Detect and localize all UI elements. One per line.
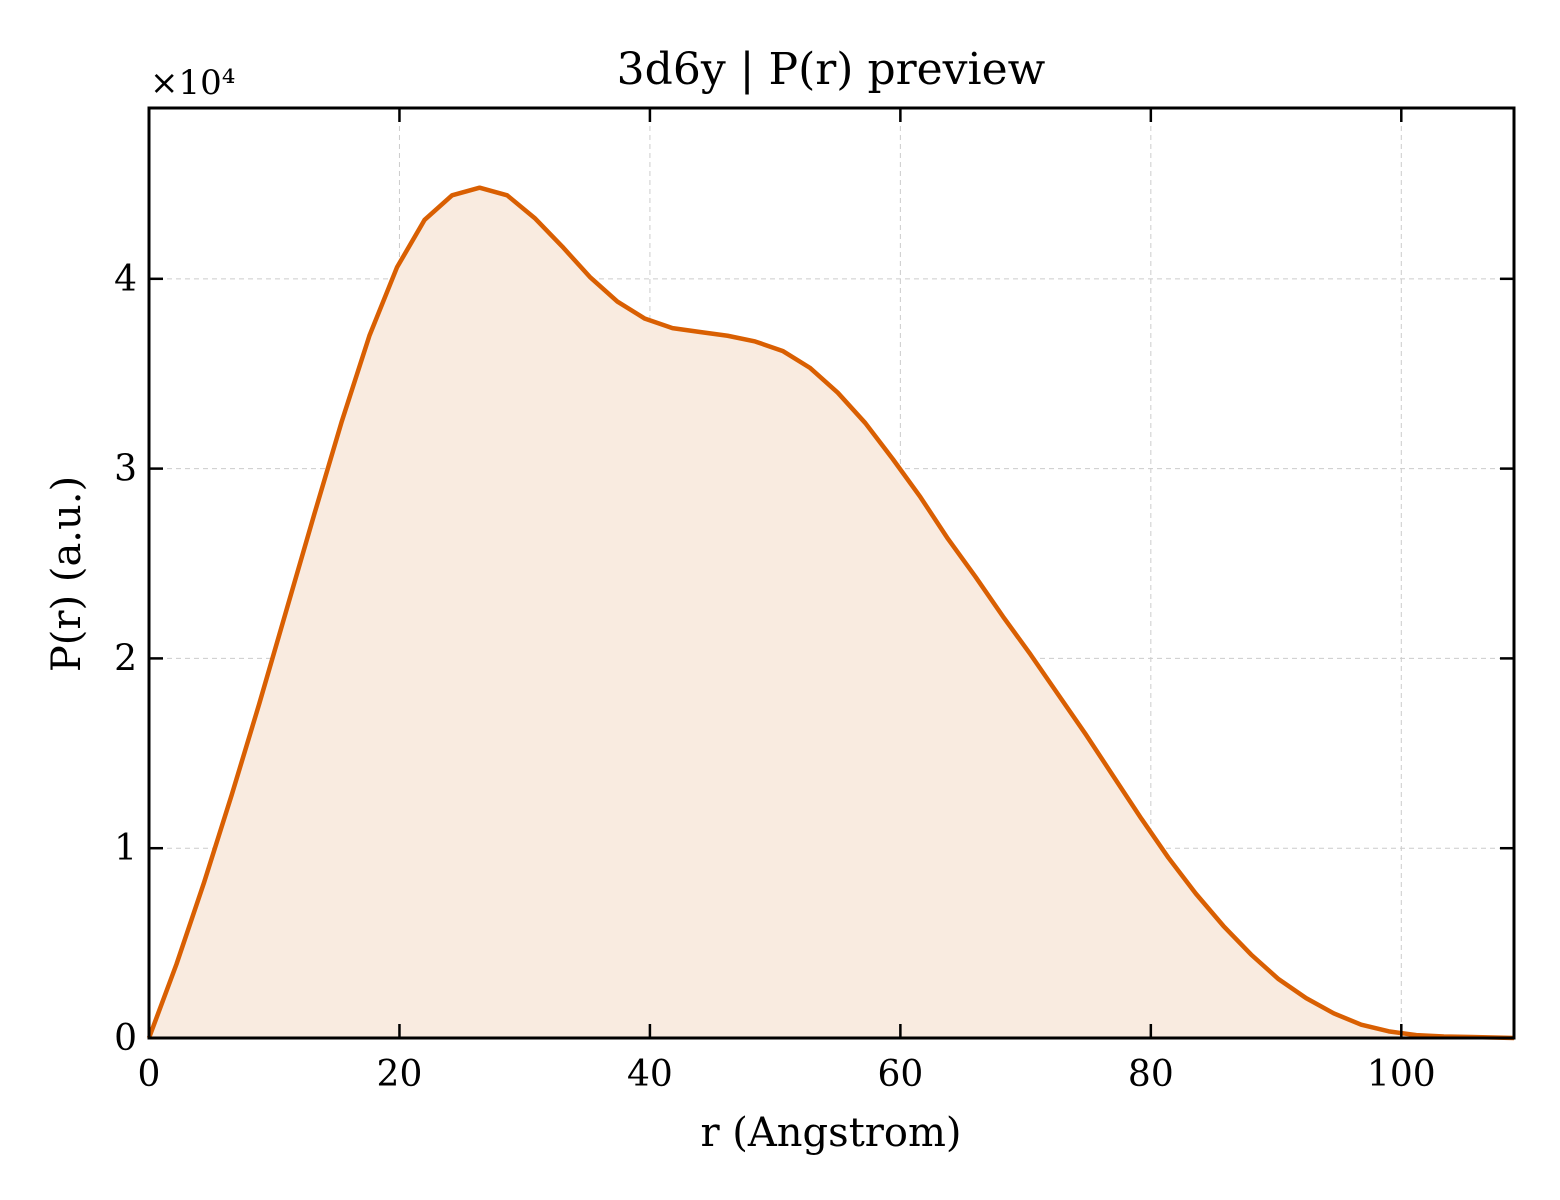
series-line (146, 185, 1515, 1041)
x-tick-label-5: 100 (1367, 1054, 1436, 1095)
x-tick-label-1: 20 (377, 1054, 423, 1095)
y-tick-label-4: 4 (114, 259, 137, 300)
area-fill (149, 187, 1514, 1038)
y-tick-label-1: 1 (114, 828, 137, 869)
x-tick-label-3: 60 (877, 1054, 923, 1095)
y-tick-label-0: 0 (114, 1018, 137, 1059)
x-tick-label-0: 0 (138, 1054, 161, 1095)
y-tick-label-3: 3 (114, 449, 137, 490)
chart-title: 3d6y | P(r) preview (617, 44, 1046, 95)
x-tick-label-4: 80 (1128, 1054, 1174, 1095)
x-axis-label: r (Angstrom) (700, 1110, 961, 1156)
y-tick-label-2: 2 (114, 638, 137, 679)
plot-frame (147, 106, 1516, 1040)
y-axis-label: P(r) (a.u.) (44, 476, 90, 672)
x-tick-label-2: 40 (627, 1054, 673, 1095)
y-offset-label: ×10⁴ (150, 63, 235, 103)
tick-layer: 0 20 40 60 80 100 0 1 2 3 4 (114, 108, 1514, 1095)
